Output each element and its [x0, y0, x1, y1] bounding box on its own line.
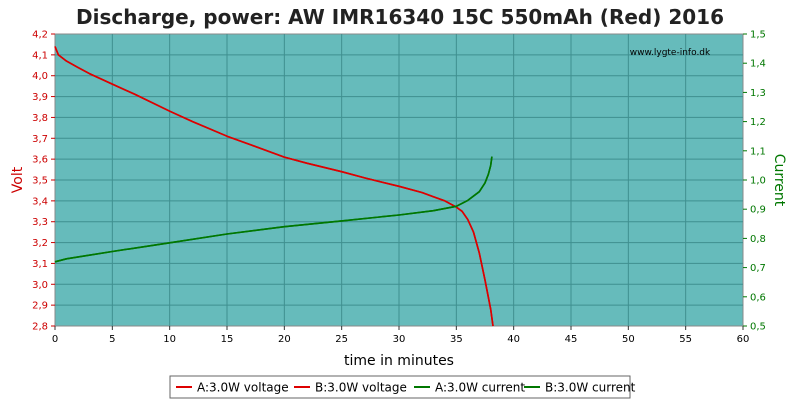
x-axis-label: time in minutes: [344, 353, 454, 369]
y-right-tick-label: 0,5: [750, 322, 766, 333]
y-right-axis-label: Current: [771, 154, 787, 207]
x-tick-label: 35: [450, 334, 463, 345]
chart-title: Discharge, power: AW IMR16340 15C 550mAh…: [76, 5, 724, 29]
y-left-tick-label: 3,6: [32, 155, 48, 166]
x-tick-label: 25: [335, 334, 348, 345]
y-right-tick-label: 1,2: [750, 117, 766, 128]
x-tick-label: 0: [52, 334, 58, 345]
watermark-text: www.lygte-info.dk: [630, 48, 711, 58]
x-tick-label: 20: [278, 334, 291, 345]
y-left-tick-label: 3,1: [32, 259, 48, 270]
y-right-axis-ticks: 0,5 0,6 0,7 0,8 0,9 1,0 1,1 1,2 1,3 1,4 1,5: [743, 30, 766, 333]
y-left-tick-label: 3,3: [32, 217, 48, 228]
y-left-tick-label: 4,0: [32, 71, 48, 82]
x-tick-label: 45: [565, 334, 578, 345]
legend-label: B:3.0W current: [545, 381, 636, 395]
y-right-tick-label: 1,3: [750, 88, 766, 99]
y-right-tick-label: 1,5: [750, 30, 766, 41]
x-tick-label: 10: [163, 334, 176, 345]
series-line-2: [54, 46, 494, 327]
x-tick-label: 60: [737, 334, 750, 345]
y-left-tick-label: 3,0: [32, 280, 48, 291]
y-right-tick-label: 1,1: [750, 146, 766, 157]
y-right-tick-label: 0,7: [750, 263, 766, 274]
x-tick-label: 5: [109, 334, 115, 345]
x-tick-label: 55: [679, 334, 692, 345]
y-right-tick-label: 0,6: [750, 292, 766, 303]
x-tick-label: 50: [622, 334, 635, 345]
legend-label: B:3.0W voltage: [315, 381, 407, 395]
x-axis-ticks: 0 5 10 15 20 25 30 35 40 45 50 55 60: [52, 326, 750, 345]
x-tick-label: 40: [507, 334, 520, 345]
y-left-tick-label: 2,9: [32, 301, 48, 312]
x-tick-label: 30: [393, 334, 406, 345]
y-left-tick-label: 3,8: [32, 113, 48, 124]
grid-lines: [55, 34, 743, 326]
y-left-tick-label: 3,7: [32, 134, 48, 145]
y-left-tick-label: 3,5: [32, 176, 48, 187]
y-left-tick-label: 3,2: [32, 238, 48, 249]
legend-box: [169, 375, 631, 399]
y-left-axis-ticks: 2,8 2,9 3,0 3,1 3,2 3,3 3,4 3,5 3,6 3,7 3,8 3,9 4,0 4…: [32, 30, 55, 333]
y-right-tick-label: 1,0: [750, 176, 766, 187]
legend: A:3.0W voltage B:3.0W voltage A:3.0W curre…: [176, 381, 636, 395]
y-left-tick-label: 4,1: [32, 50, 48, 61]
y-right-tick-label: 0,8: [750, 234, 766, 245]
y-left-axis-label: Volt: [10, 166, 26, 193]
y-left-tick-label: 3,4: [32, 196, 48, 207]
legend-label: A:3.0W voltage: [197, 381, 289, 395]
y-left-tick-label: 4,2: [32, 30, 48, 41]
series-lines: [54, 46, 494, 327]
series-line-4: [54, 156, 493, 263]
y-right-tick-label: 1,4: [750, 59, 766, 70]
legend-label: A:3.0W current: [435, 381, 525, 395]
y-right-tick-label: 0,9: [750, 205, 766, 216]
x-tick-label: 15: [221, 334, 234, 345]
y-left-tick-label: 3,9: [32, 92, 48, 103]
y-left-tick-label: 2,8: [32, 322, 48, 333]
